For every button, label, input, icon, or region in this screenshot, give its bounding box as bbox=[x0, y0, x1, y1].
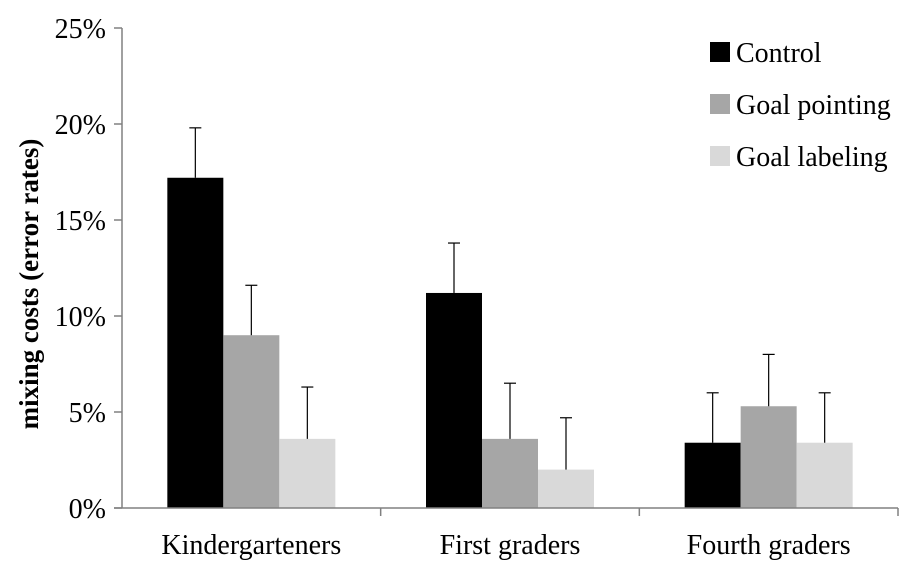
legend: Control Goal pointing Goal labeling bbox=[710, 38, 891, 173]
x-category-label: First graders bbox=[440, 530, 581, 561]
bar bbox=[167, 177, 224, 508]
bar bbox=[684, 442, 741, 508]
x-category-label: Fourth graders bbox=[687, 530, 851, 561]
legend-label: Goal pointing bbox=[736, 90, 891, 121]
bars bbox=[167, 127, 853, 508]
category-labels: Kindergarteners First graders Fourth grade… bbox=[161, 530, 850, 561]
bar bbox=[538, 469, 594, 508]
bar bbox=[223, 335, 280, 508]
y-tick-label: 5% bbox=[69, 398, 106, 429]
y-axis-ticks: 0% 5% 10% 15% 20% 25% bbox=[55, 14, 122, 525]
legend-swatch bbox=[710, 94, 730, 114]
y-tick-label: 10% bbox=[55, 302, 106, 333]
legend-label: Goal labeling bbox=[736, 142, 888, 173]
y-tick-label: 0% bbox=[69, 494, 106, 525]
y-axis-label: mixing costs (error rates) bbox=[14, 139, 44, 430]
y-tick-label: 15% bbox=[55, 206, 106, 237]
y-tick-label: 20% bbox=[55, 110, 106, 141]
bar bbox=[796, 442, 853, 508]
y-tick-label: 25% bbox=[55, 14, 106, 45]
bar bbox=[426, 292, 482, 508]
bar bbox=[740, 406, 797, 508]
bar bbox=[482, 438, 538, 508]
x-category-label: Kindergarteners bbox=[161, 530, 341, 561]
legend-swatch bbox=[710, 42, 730, 62]
bar bbox=[279, 438, 336, 508]
legend-label: Control bbox=[736, 38, 822, 69]
legend-swatch bbox=[710, 146, 730, 166]
axes bbox=[114, 28, 899, 516]
